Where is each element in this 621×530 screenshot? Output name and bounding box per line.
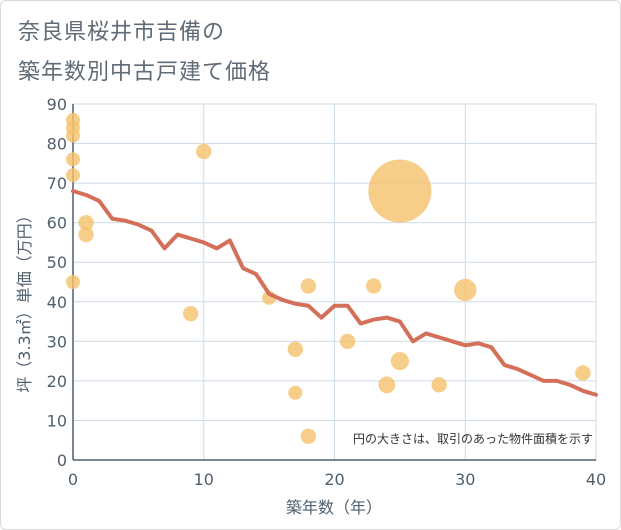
scatter-point <box>196 143 212 160</box>
trend-line <box>71 189 598 397</box>
scatter-point <box>66 152 80 167</box>
scatter-point <box>575 365 591 381</box>
scatter-point <box>182 305 199 322</box>
y-tick-label: 80 <box>47 135 67 154</box>
trend-series <box>71 189 598 397</box>
y-tick-label: 90 <box>47 95 67 114</box>
y-tick-label: 0 <box>57 451 67 470</box>
x-tick-label: 30 <box>455 470 475 489</box>
scatter-point <box>390 352 409 371</box>
grid <box>73 103 597 460</box>
x-tick-label: 0 <box>68 470 78 489</box>
y-axis-title: 坪（3.3㎡）単価（万円） <box>15 207 34 392</box>
scatter-point <box>300 428 317 444</box>
y-tick-label: 60 <box>47 214 67 233</box>
x-tick-label: 40 <box>586 470 606 489</box>
x-tick-label: 20 <box>324 470 344 489</box>
y-tick-label: 10 <box>47 411 67 430</box>
chart-title-line2: 築年数別中古戸建て価格 <box>18 60 272 85</box>
scatter-point <box>66 275 80 289</box>
scatter-point <box>66 128 80 143</box>
scatter-point <box>368 159 432 223</box>
bubbles <box>66 112 591 444</box>
scatter-point <box>378 376 396 394</box>
y-tick-label: 40 <box>47 293 67 312</box>
y-tick-label: 30 <box>47 332 67 351</box>
scatter-point <box>454 278 477 302</box>
scatter-point <box>300 278 317 294</box>
scatter-point <box>366 278 382 294</box>
scatter-point <box>78 226 94 243</box>
bubble-size-note: 円の大きさは、取引のあった物件面積を示す <box>353 431 593 446</box>
y-tick-label: 20 <box>47 372 67 391</box>
x-axis-title: 築年数（年） <box>286 498 382 517</box>
scatter-point <box>288 385 303 400</box>
scatter-point <box>66 168 80 183</box>
chart-title-line1: 奈良県桜井市吉備の <box>18 20 226 45</box>
tick-labels: 0 10 20 30 40 50 60 70 80 90 0 10 20 30 40 <box>47 95 607 489</box>
scatter-point <box>431 377 447 393</box>
scatter-point <box>339 333 356 350</box>
scatter-point <box>287 341 303 357</box>
scatter-point <box>78 214 94 231</box>
y-tick-label: 70 <box>47 174 67 193</box>
x-tick-label: 10 <box>194 470 214 489</box>
y-tick-label: 50 <box>47 253 67 272</box>
